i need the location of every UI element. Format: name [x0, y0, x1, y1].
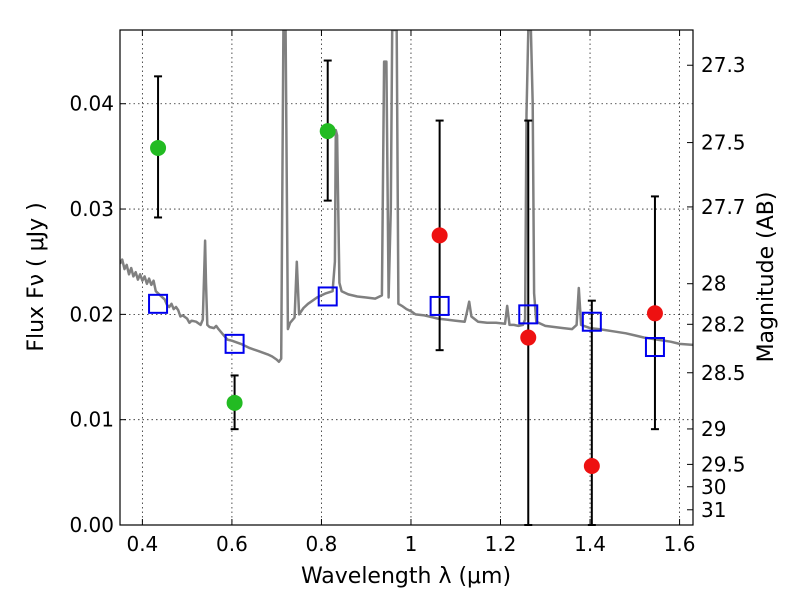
model-flux-square [224, 333, 245, 354]
tick-labels: 0.4 0.6 0.8 1 1.2 1.4 1.6 0.00 0.01 0.02 0.03 0.04 2… [69, 53, 745, 556]
sed-model-curve [120, 30, 693, 364]
y-tick-label: 0.03 [69, 197, 114, 221]
model-flux-square [518, 304, 539, 325]
model-flux-square [644, 337, 665, 358]
photometry-point [431, 227, 448, 244]
y-tick-label: 0.04 [69, 92, 114, 116]
x-tick-label: 1 [405, 532, 418, 556]
model-flux-square [148, 293, 169, 314]
x-tick-label: 0.8 [306, 532, 338, 556]
photometry-point [319, 123, 336, 140]
x-tick-label: 1.6 [664, 532, 696, 556]
photometry-point [646, 305, 663, 322]
y2-tick-label: 27.3 [701, 53, 746, 77]
y2-axis-title: Magnitude (AB) [754, 192, 779, 363]
x-tick-label: 0.4 [126, 532, 158, 556]
y-tick-label: 0.00 [69, 513, 114, 537]
axis-ticks [120, 30, 693, 526]
error-bars-layer [154, 59, 659, 526]
model-flux-square [429, 295, 450, 316]
photometry-point [150, 139, 167, 156]
x-axis-title: Wavelength λ (μm) [301, 564, 511, 589]
photometry-point [583, 458, 600, 475]
y2-tick-label: 29.5 [701, 452, 746, 476]
plot-frame [119, 29, 694, 526]
x-tick-label: 0.6 [216, 532, 248, 556]
y2-tick-label: 27.7 [701, 195, 746, 219]
data-markers-layer [148, 123, 665, 475]
y2-tick-label: 28 [701, 272, 726, 296]
y-tick-label: 0.02 [69, 302, 114, 326]
model-flux-square [317, 286, 338, 307]
y-tick-label: 0.01 [69, 408, 114, 432]
sed-model-curve-layer [120, 30, 693, 364]
model-flux-square [581, 311, 602, 332]
y2-tick-label: 28.2 [701, 312, 746, 336]
x-tick-label: 1.4 [574, 532, 606, 556]
y2-tick-label: 31 [701, 498, 726, 522]
x-tick-label: 1.2 [485, 532, 517, 556]
photometry-point [226, 394, 243, 411]
y2-tick-label: 28.5 [701, 361, 746, 385]
y2-tick-label: 30 [701, 475, 726, 499]
photometry-point [520, 329, 537, 346]
y2-tick-label: 29 [701, 417, 726, 441]
y2-tick-label: 27.5 [701, 131, 746, 155]
y-axis-title: Flux Fν ( μJy ) [24, 202, 49, 351]
